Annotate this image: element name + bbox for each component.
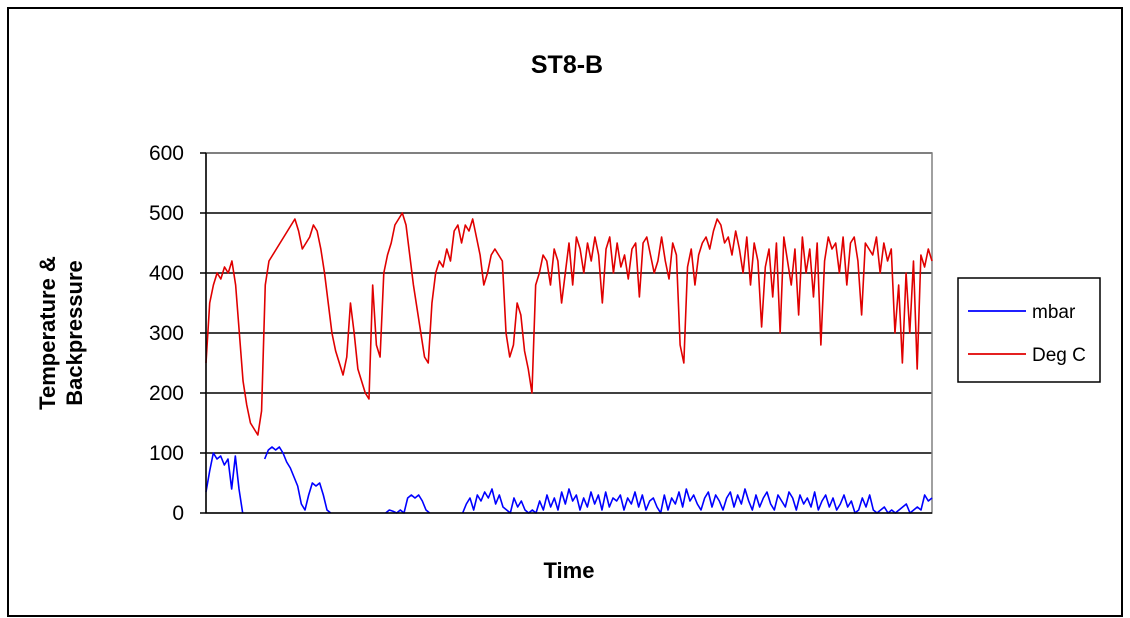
y-tick-label: 600: [149, 142, 184, 165]
y-axis-label-line1: Temperature &: [35, 256, 60, 410]
y-tick-label: 100: [149, 442, 184, 465]
y-tick-label: 300: [149, 322, 184, 345]
legend-box: [957, 277, 1101, 383]
x-axis-label: Time: [544, 558, 595, 583]
chart-area-border: [7, 7, 1123, 617]
series-layer: [205, 212, 933, 514]
series-line-deg-c: [205, 212, 933, 436]
chart-title: ST8-B: [531, 51, 603, 79]
y-axis-ticks: 0 100 200 300 400 500 600: [149, 142, 206, 525]
legend: mbar Deg C: [957, 277, 1101, 383]
y-tick-label: 400: [149, 262, 184, 285]
y-tick-label: 0: [172, 502, 184, 525]
legend-label-mbar: mbar: [1032, 302, 1076, 323]
series-line-mbar: [205, 446, 933, 514]
y-tick-label: 500: [149, 202, 184, 225]
y-axis-label-line2: Backpressure: [62, 260, 87, 406]
legend-label-degc: Deg C: [1032, 345, 1086, 366]
y-tick-label: 200: [149, 382, 184, 405]
